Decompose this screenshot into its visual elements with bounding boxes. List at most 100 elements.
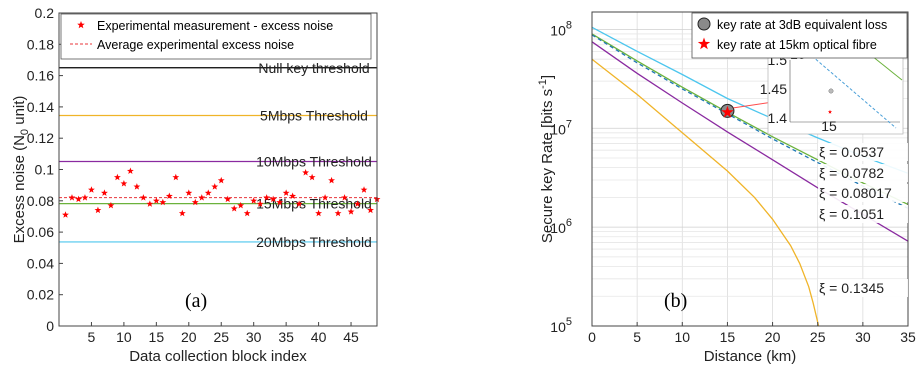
panel-b-label: (b) <box>664 290 687 312</box>
y-tick-label: 0.14 <box>27 99 54 115</box>
data-point <box>172 173 180 181</box>
data-point <box>224 195 232 203</box>
x-tick-label: 15 <box>720 329 736 345</box>
data-point <box>107 201 115 209</box>
y-tick-exponent: 6 <box>566 217 572 229</box>
y-tick-exponent: 7 <box>566 118 572 130</box>
y-tick-label: 0.06 <box>27 224 54 240</box>
y-tick-label: 0.02 <box>27 287 54 303</box>
panel-a-label: (a) <box>185 290 207 312</box>
data-point <box>302 169 310 176</box>
y-tick-label: 0.18 <box>27 36 54 52</box>
data-point <box>94 206 102 214</box>
data-point <box>204 189 212 196</box>
x-axis-title: Data collection block index <box>129 348 307 365</box>
x-tick-label: 20 <box>765 329 781 345</box>
y-axis-title-superscript: -1 <box>537 79 549 89</box>
legend-entry: Average experimental excess noise <box>97 38 294 52</box>
inset-x-tick: 15 <box>821 118 837 134</box>
x-tick-label: 0 <box>588 329 596 345</box>
y-tick-label: 0.2 <box>35 5 55 21</box>
x-tick-label: 10 <box>674 329 690 345</box>
threshold-label: Null key threshold <box>258 60 369 76</box>
inset-curve <box>871 55 903 81</box>
xi-label-bg <box>818 164 908 182</box>
data-point <box>198 194 206 201</box>
threshold-label: 5Mbps Threshold <box>260 108 368 124</box>
data-point <box>360 186 368 193</box>
y-axis-title-tail: ] <box>539 75 556 79</box>
data-point <box>354 200 361 207</box>
x-tick-label: 25 <box>810 329 826 345</box>
data-point <box>217 176 225 184</box>
x-tick-label: 15 <box>149 329 165 345</box>
data-point <box>191 198 199 206</box>
y-tick-label: 0.08 <box>27 193 54 209</box>
data-point <box>81 194 89 201</box>
data-point <box>230 205 238 212</box>
x-tick-label: 25 <box>213 329 229 345</box>
data-point <box>139 194 147 201</box>
star-marker <box>721 105 734 118</box>
y-axis-title: Excess noise (N0 unit) <box>11 96 31 244</box>
data-point <box>308 173 316 181</box>
y-axis-title-tail: unit) <box>11 96 28 129</box>
legend-entry: key rate at 3dB equivalent loss <box>717 18 887 32</box>
y-tick-label: 0.1 <box>35 162 55 178</box>
y-tick-label: 0.04 <box>27 255 54 271</box>
y-axis-title-subscript: 0 <box>19 129 31 135</box>
xi-label-bg <box>818 205 908 223</box>
x-tick-label: 30 <box>246 329 262 345</box>
x-tick-label: 40 <box>311 329 327 345</box>
y-tick-label: 105 <box>550 316 572 335</box>
data-point <box>88 186 95 193</box>
panel-a-legend: Experimental measurement - excess noise A… <box>60 13 372 60</box>
data-point <box>250 197 258 204</box>
data-point <box>276 198 284 206</box>
x-tick-label: 45 <box>343 329 359 345</box>
data-point <box>321 194 329 201</box>
y-tick-exponent: 8 <box>566 19 572 31</box>
x-axis-title: Distance (km) <box>704 348 797 365</box>
x-tick-label: 5 <box>633 329 641 345</box>
data-point <box>367 206 374 214</box>
data-point <box>341 194 348 201</box>
data-point <box>165 192 173 200</box>
data-point <box>62 211 69 218</box>
legend-box <box>691 12 908 59</box>
legend-entry: Experimental measurement - excess noise <box>97 19 333 33</box>
y-axis-title: Secure key Rate [bits s-1] <box>537 75 556 243</box>
data-point <box>152 197 160 204</box>
y-tick-label: 0.16 <box>27 68 54 84</box>
threshold-lines: Null key threshold 5Mbps Threshold 10Mbps … <box>59 60 377 250</box>
xi-label: ξ = 0.1051 <box>819 206 884 222</box>
xi-label: ξ = 0.08017 <box>819 185 892 201</box>
y-tick-label: 108 <box>550 19 572 38</box>
data-point <box>178 209 186 217</box>
data-point <box>120 179 128 187</box>
legend-star-icon <box>77 21 85 29</box>
x-tick-label: 30 <box>855 329 871 345</box>
key-rate-curve <box>591 34 909 209</box>
x-tick-label: 20 <box>181 329 197 345</box>
data-point <box>243 209 251 217</box>
data-point <box>347 208 355 215</box>
legend-box <box>60 13 372 60</box>
panel-a-chart: Null key threshold 5Mbps Threshold 10Mbps … <box>11 5 381 365</box>
data-point <box>237 201 245 209</box>
xi-label-bg <box>818 143 908 161</box>
xi-label-bg <box>818 184 908 202</box>
data-point <box>101 189 108 196</box>
y-tick-label: 0 <box>46 318 54 334</box>
data-point <box>133 183 141 190</box>
key-rate-curve <box>591 58 820 327</box>
legend-circle-icon <box>697 17 711 31</box>
data-point <box>113 173 121 181</box>
data-point <box>68 194 76 201</box>
xi-label: ξ = 0.1345 <box>819 280 884 296</box>
scatter-points <box>62 167 381 218</box>
inset-y-tick: 1.4 <box>768 110 788 126</box>
